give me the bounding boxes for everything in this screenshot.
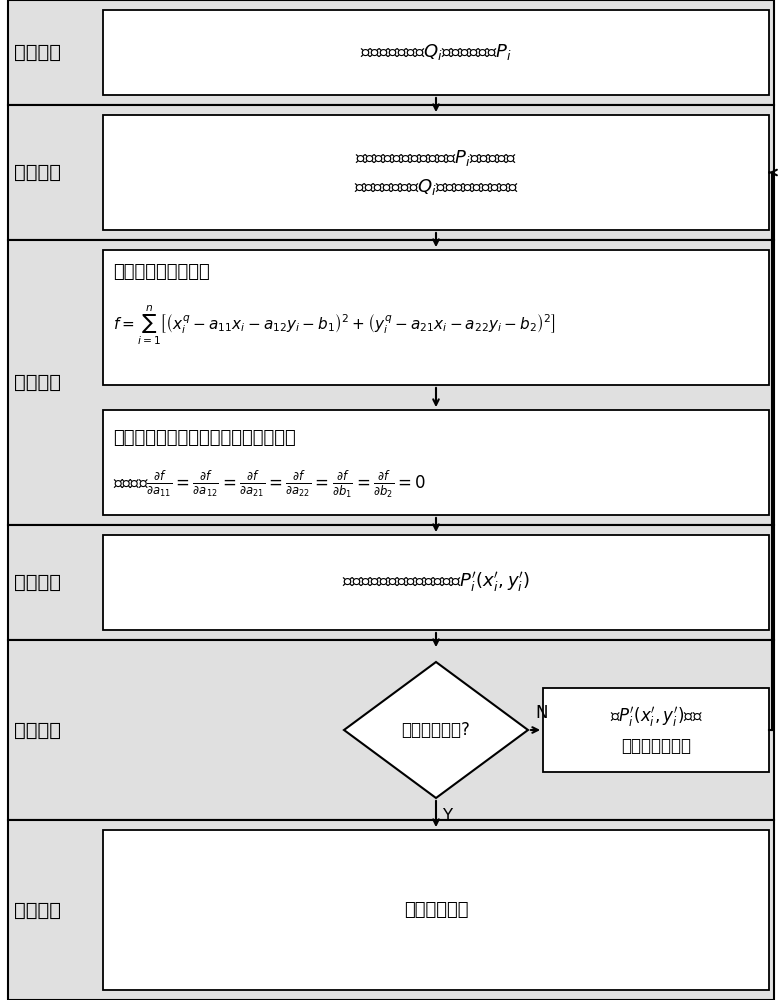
Bar [8,240,774,525]
Bar [543,688,769,772]
Text: 对目标数据集中的每个点$P_i$在参考数据
点集中寻找一点$Q_i$使这两点间距离最小: 对目标数据集中的每个点$P_i$在参考数据 点集中寻找一点$Q_i$使这两点间距… [353,148,518,197]
Text: N: N [535,704,547,722]
Text: 设定参考数据集$Q_i$和目标数据集$P_i$: 设定参考数据集$Q_i$和目标数据集$P_i$ [360,42,512,62]
Bar [8,640,774,820]
Text: 将$P_i'(x_i', y_i')$作为
新的目标数据集: 将$P_i'(x_i', y_i')$作为 新的目标数据集 [610,705,702,755]
Text: 求解方程，得到变换后的点集$P_i'(x_i', y_i')$: 求解方程，得到变换后的点集$P_i'(x_i', y_i')$ [342,570,530,595]
Text: 步骤四：: 步骤四： [14,573,61,592]
Bar [8,525,774,640]
Text: 建立匹配目标函数：: 建立匹配目标函数： [113,263,210,281]
Bar [103,10,769,95]
Bar [103,115,769,230]
Bar [103,535,769,630]
Text: 步骤三：: 步骤三： [14,373,61,392]
Text: 误差满足要求?: 误差满足要求? [402,721,471,739]
Bar [103,410,769,515]
Text: 步骤六：: 步骤六： [14,900,61,920]
Bar [8,105,774,240]
Text: 步骤五：: 步骤五： [14,720,61,740]
Text: Y: Y [442,807,452,825]
Bar [103,830,769,990]
Text: 值为零：$\frac{\partial f}{\partial a_{11}}=\frac{\partial f}{\partial a_{12}}=\frac: 值为零：$\frac{\partial f}{\partial a_{11}}=… [113,469,426,501]
Text: 步骤二：: 步骤二： [14,163,61,182]
Bar [8,820,774,1000]
Bar [103,250,769,385]
Text: 目标函数分别对六个变量求偏导并令其: 目标函数分别对六个变量求偏导并令其 [113,429,296,447]
Text: 输出误差报告: 输出误差报告 [404,901,468,919]
Text: 步骤一：: 步骤一： [14,43,61,62]
Bar [8,0,774,105]
Text: $f=\sum_{i=1}^{n}\left[\left(x_i^q-a_{11}x_i-a_{12}y_i-b_1\right)^2+\left(y_i^q-: $f=\sum_{i=1}^{n}\left[\left(x_i^q-a_{11… [113,303,556,347]
Polygon shape [344,662,528,798]
